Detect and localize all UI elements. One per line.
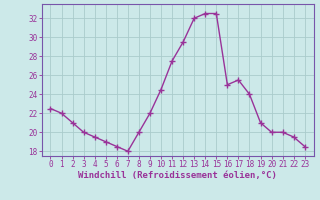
X-axis label: Windchill (Refroidissement éolien,°C): Windchill (Refroidissement éolien,°C) — [78, 171, 277, 180]
